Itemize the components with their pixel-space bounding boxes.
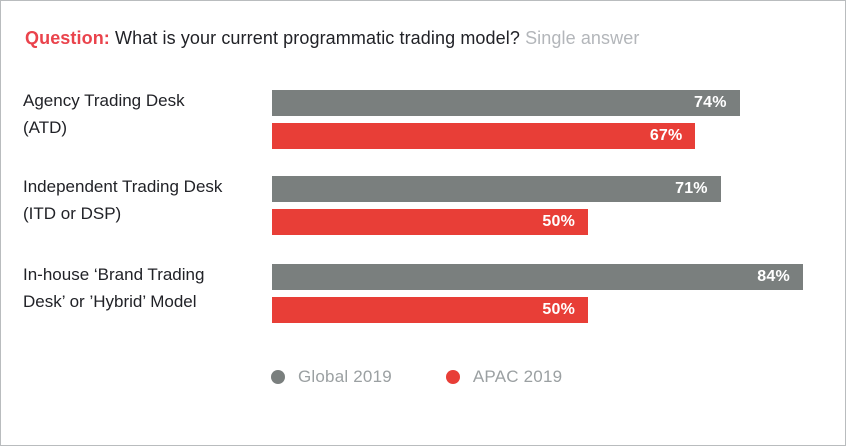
bar-group-inhouse: In-house ‘Brand Trading Desk’ or ’Hybrid… bbox=[23, 264, 823, 323]
value-label-apac-atd: 67% bbox=[649, 127, 683, 144]
bar-apac-2019-inhouse: 50% bbox=[272, 297, 588, 323]
bar-global-2019-itd: 71% bbox=[272, 176, 721, 202]
category-label-atd: Agency Trading Desk (ATD) bbox=[23, 87, 263, 141]
bar-group-atd: Agency Trading Desk (ATD) 74% 67% bbox=[23, 90, 823, 149]
category-label-line: In-house ‘Brand Trading bbox=[23, 265, 205, 284]
legend-label-global-2019: Global 2019 bbox=[298, 367, 392, 386]
bar-track-atd: 74% 67% bbox=[272, 90, 845, 156]
category-label-inhouse: In-house ‘Brand Trading Desk’ or ’Hybrid… bbox=[23, 261, 263, 315]
legend-item-apac-2019: APAC 2019 bbox=[445, 367, 563, 387]
page-title: Question: What is your current programma… bbox=[25, 27, 639, 49]
value-label-apac-inhouse: 50% bbox=[542, 301, 575, 318]
legend-marker-global-icon bbox=[271, 370, 285, 384]
bar-group-itd: Independent Trading Desk (ITD or DSP) 71… bbox=[23, 176, 823, 235]
legend: Global 2019 APAC 2019 bbox=[271, 367, 562, 387]
bar-track-inhouse: 84% 50% bbox=[272, 264, 845, 330]
category-label-line: Independent Trading Desk bbox=[23, 177, 223, 196]
bar-track-itd: 71% 50% bbox=[272, 176, 845, 242]
legend-marker-apac-icon bbox=[445, 370, 460, 384]
legend-item-global-2019: Global 2019 bbox=[271, 367, 392, 387]
bar-apac-2019-itd: 50% bbox=[272, 209, 588, 235]
category-label-line: (ATD) bbox=[23, 118, 68, 137]
bar-apac-2019-atd: 67% bbox=[272, 123, 696, 149]
value-label-apac-itd: 50% bbox=[542, 213, 575, 230]
category-label-line: Desk’ or ’Hybrid’ Model bbox=[23, 292, 197, 311]
value-label-global-inhouse: 84% bbox=[757, 268, 790, 285]
bar-global-2019-atd: 74% bbox=[272, 90, 740, 116]
question-text: What is your current programmatic tradin… bbox=[109, 28, 526, 48]
answer-type-note: Single answer bbox=[525, 28, 640, 48]
category-label-line: (ITD or DSP) bbox=[23, 204, 122, 223]
value-label-global-atd: 74% bbox=[694, 94, 727, 111]
category-label-itd: Independent Trading Desk (ITD or DSP) bbox=[23, 173, 263, 227]
bar-global-2019-inhouse: 84% bbox=[272, 264, 803, 290]
category-label-line: Agency Trading Desk bbox=[23, 91, 185, 110]
question-prefix: Question: bbox=[25, 28, 110, 48]
value-label-global-itd: 71% bbox=[675, 180, 708, 197]
legend-label-apac-2019: APAC 2019 bbox=[472, 367, 563, 386]
